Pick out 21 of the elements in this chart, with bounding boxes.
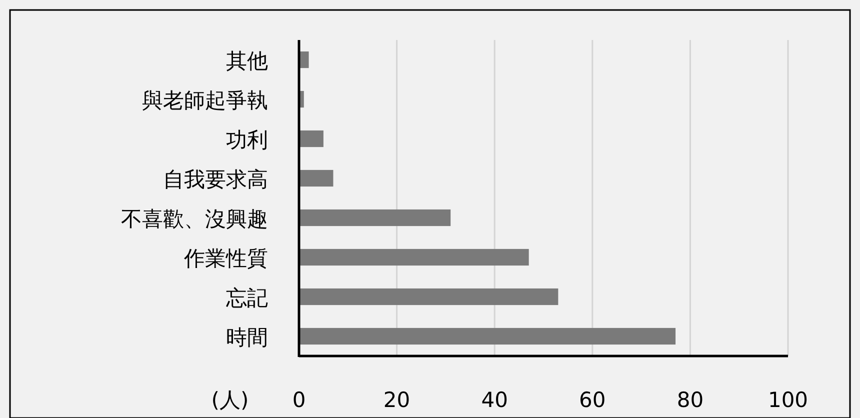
x-tick-label: 20 bbox=[383, 388, 410, 412]
y-tick-label: 不喜歡、沒興趣 bbox=[121, 206, 268, 231]
y-tick-label: 自我要求高 bbox=[163, 167, 268, 192]
x-tick-label: 100 bbox=[768, 388, 808, 412]
y-tick-label: 其他 bbox=[226, 48, 268, 73]
bar bbox=[299, 248, 529, 266]
y-tick-label: 時間 bbox=[226, 325, 268, 350]
y-tick-label: 功利 bbox=[226, 128, 268, 152]
x-tick-label: 40 bbox=[481, 388, 508, 412]
y-tick-label: 與老師起爭執 bbox=[142, 88, 268, 112]
y-tick-label: 作業性質 bbox=[183, 246, 268, 270]
bar bbox=[299, 170, 334, 187]
y-tick-label: 忘記 bbox=[226, 286, 268, 310]
bar bbox=[299, 328, 676, 345]
x-tick-label: 60 bbox=[579, 388, 606, 412]
x-tick-label: 80 bbox=[676, 388, 704, 412]
bar bbox=[299, 209, 451, 226]
bar bbox=[299, 288, 558, 306]
x-tick-label: 0 bbox=[292, 388, 306, 412]
bar bbox=[299, 130, 324, 148]
x-axis-title: (人) bbox=[211, 388, 249, 412]
